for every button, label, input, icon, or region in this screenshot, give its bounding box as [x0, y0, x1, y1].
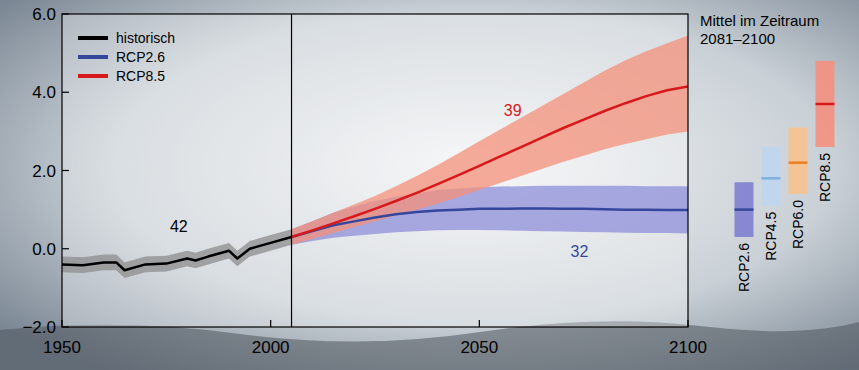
x-tick [687, 320, 688, 327]
period-divider [291, 14, 292, 327]
range-label: RCP4.5 [763, 212, 779, 261]
range-box [762, 147, 781, 206]
y-tick-label: 2.0 [32, 162, 56, 181]
x-tick-label: 2100 [669, 338, 707, 357]
annotation: 42 [170, 218, 188, 235]
range-label: RCP8.5 [817, 153, 833, 202]
plot-marks [62, 36, 688, 279]
x-tick [479, 320, 480, 327]
x-tick-label: 2050 [460, 338, 498, 357]
x-tick-label: 1950 [43, 338, 81, 357]
legend-label: RCP2.6 [116, 49, 165, 65]
uncertainty-band [292, 36, 688, 245]
series-line [292, 86, 688, 237]
legend-label: RCP8.5 [116, 68, 165, 84]
panel-title: 2081–2100 [700, 30, 775, 47]
annotation: 39 [504, 102, 522, 119]
range-box [816, 61, 835, 147]
mean-line [816, 103, 835, 106]
range-box [789, 127, 808, 194]
y-tick-label: −2.0 [22, 318, 56, 337]
background [0, 0, 859, 370]
plot-background [62, 14, 688, 327]
series-line [62, 237, 292, 270]
annotation: 32 [571, 243, 589, 260]
hills [0, 321, 859, 370]
y-tick [62, 170, 69, 171]
mean-line [789, 161, 808, 164]
range-label: RCP6.0 [790, 200, 806, 249]
range-box [735, 182, 754, 237]
x-tick [61, 320, 62, 327]
legend-swatch [78, 74, 108, 78]
y-tick-label: 6.0 [32, 5, 56, 24]
x-tick-label: 2000 [252, 338, 290, 357]
panel-title: Mittel im Zeitraum [700, 12, 819, 29]
y-tick-label: 0.0 [32, 240, 56, 259]
y-tick [62, 326, 69, 327]
mean-line [735, 208, 754, 211]
uncertainty-band [62, 229, 292, 278]
mean-line [762, 177, 781, 180]
y-tick [62, 13, 69, 14]
legend-swatch [78, 55, 108, 59]
legend-label: historisch [116, 30, 175, 46]
y-tick [62, 248, 69, 249]
series-line [292, 208, 688, 237]
chart: −2.0 0.0 2.0 4.0 6.0 1950 2000 2050 2100 42 39 32 hi… [0, 0, 859, 370]
y-tick [62, 92, 69, 93]
range-label: RCP2.6 [736, 243, 752, 292]
x-tick [270, 320, 271, 327]
plot-frame [62, 14, 688, 327]
y-tick-label: 4.0 [32, 83, 56, 102]
legend-swatch [78, 36, 108, 40]
